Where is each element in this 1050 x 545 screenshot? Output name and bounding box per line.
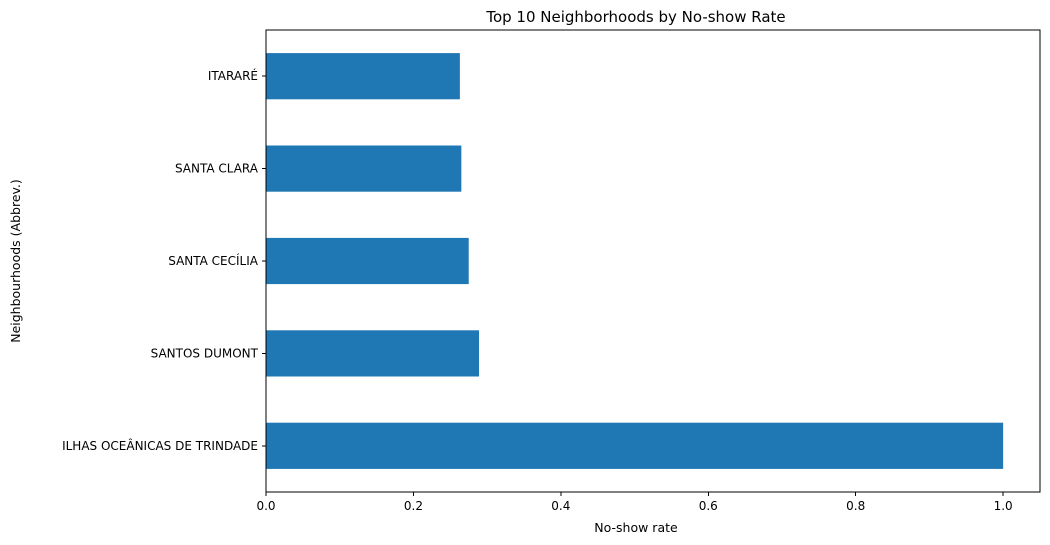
- x-tick-label: 1.0: [994, 499, 1013, 513]
- bars-group: [266, 53, 1004, 469]
- x-axis-label: No-show rate: [594, 520, 678, 535]
- x-tick-label: 0.0: [256, 499, 275, 513]
- bar: [266, 422, 1004, 469]
- x-tick-label: 0.8: [846, 499, 865, 513]
- y-tick-label: SANTA CLARA: [175, 162, 259, 176]
- x-tick-label: 0.6: [699, 499, 718, 513]
- y-tick-label: ITARARÉ: [208, 68, 258, 83]
- bar: [266, 145, 462, 192]
- x-tick-label: 0.2: [404, 499, 423, 513]
- x-ticks-group: 0.0 0.2 0.4 0.6 0.8 1.0: [256, 492, 1013, 513]
- bar: [266, 237, 469, 285]
- y-axis-label: Neighbourhoods (Abbrev.): [8, 179, 23, 343]
- chart-title: Top 10 Neighborhoods by No-show Rate: [485, 8, 785, 26]
- x-tick-label: 0.4: [551, 499, 570, 513]
- bar: [266, 330, 480, 377]
- y-tick-label: SANTA CECÍLIA: [168, 253, 259, 268]
- y-ticks-group: ILHAS OCEÂNICAS DE TRINDADE SANTOS DUMONT…: [62, 68, 266, 453]
- bar: [266, 53, 460, 100]
- y-tick-label: SANTOS DUMONT: [151, 346, 259, 360]
- plot-frame: [265, 29, 1041, 493]
- y-tick-label: ILHAS OCEÂNICAS DE TRINDADE: [62, 438, 258, 453]
